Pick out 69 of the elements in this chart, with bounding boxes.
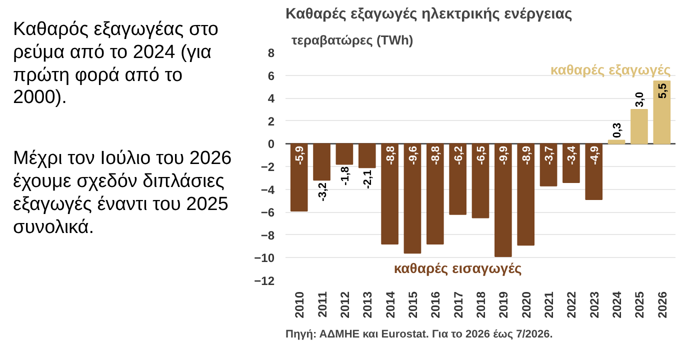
y-tick-label: 2 (268, 114, 275, 128)
bar (381, 143, 398, 245)
bar (336, 143, 354, 165)
data-label: -5,9 (294, 146, 306, 165)
bar (585, 143, 603, 200)
x-tick-label: 2024 (610, 291, 624, 318)
data-label: 0,3 (612, 122, 624, 138)
chart-title: Καθαρές εξαγωγές ηλεκτρικής ενέργειας (286, 6, 572, 22)
bar (653, 80, 671, 144)
bar (426, 143, 444, 245)
bar (562, 143, 580, 183)
data-label: -8,9 (520, 146, 533, 165)
data-label: -2,1 (362, 170, 374, 189)
x-tick-label: 2014 (383, 291, 398, 318)
x-tick-label: 2018 (474, 291, 488, 318)
x-tick-label: 2023 (587, 291, 602, 318)
data-label: -6,2 (452, 146, 465, 165)
y-tick-label: −12 (254, 274, 275, 288)
x-tick-label: 2019 (496, 291, 511, 318)
y-tick-label: −4 (260, 182, 275, 197)
bar (540, 143, 558, 186)
data-label: -8,8 (384, 146, 397, 165)
x-tick-label: 2011 (315, 291, 330, 318)
y-axis-title: τεραβατώρες (TWh) (292, 32, 414, 48)
x-tick-label: 2013 (360, 291, 375, 318)
text: Πηγή: ΑΔΜΗΕ και Eurostat. Για το 2026 έως 7/2026. (286, 328, 553, 340)
y-tick-label: 0 (268, 137, 275, 152)
data-label: -9,9 (498, 146, 510, 165)
text: Μέχρι τον Ιούλιο του 2026 έχουμε σχεδόν διπλάσιες εξαγωγές έναντι του 2025 συνολικά. (13, 148, 233, 240)
data-label: 3,0 (634, 92, 646, 108)
bar (630, 109, 648, 144)
bar (290, 143, 308, 212)
y-tick-label: −8 (260, 228, 275, 242)
bar (472, 143, 490, 218)
series-label: καθαρές εισαγωγές (394, 260, 522, 276)
bar (449, 143, 466, 215)
data-label: -6,5 (476, 146, 488, 165)
series-label: καθαρές εξαγωγές (550, 62, 671, 78)
bar (404, 143, 422, 254)
y-tick-label: −2 (260, 160, 275, 174)
x-tick-label: 2025 (632, 291, 647, 318)
data-label: -3,4 (566, 145, 578, 165)
bar (517, 143, 535, 246)
x-tick-label: 2021 (542, 291, 556, 318)
y-tick-label: −10 (254, 251, 275, 266)
x-tick-label: 2012 (338, 291, 352, 318)
text: Καθαρός εξαγωγέας στο ρεύμα από το 2024 (για πρώτη φορά από το 2000). (13, 19, 220, 110)
x-tick-label: 2010 (292, 291, 307, 318)
x-tick-label: 2026 (655, 291, 670, 318)
y-tick-label: 8 (268, 46, 275, 60)
x-tick-label: 2017 (451, 291, 466, 318)
data-label: -1,8 (339, 166, 352, 186)
bar (358, 143, 376, 168)
y-tick-label: 4 (268, 92, 275, 106)
data-label: 5,5 (656, 83, 669, 99)
x-tick-label: 2015 (406, 291, 420, 318)
data-label: -4,9 (588, 146, 601, 165)
x-tick-label: 2016 (428, 291, 443, 318)
y-tick-label: −6 (260, 206, 275, 220)
x-tick-label: 2020 (519, 291, 534, 318)
data-label: -9,6 (407, 146, 420, 165)
bar (608, 140, 626, 144)
data-label: -3,2 (316, 182, 329, 202)
y-tick-label: 6 (268, 68, 275, 83)
x-tick-label: 2022 (564, 291, 579, 318)
bar (313, 143, 330, 181)
bar (494, 143, 512, 258)
data-label: -8,8 (430, 146, 442, 165)
data-label: -3,7 (544, 146, 556, 165)
